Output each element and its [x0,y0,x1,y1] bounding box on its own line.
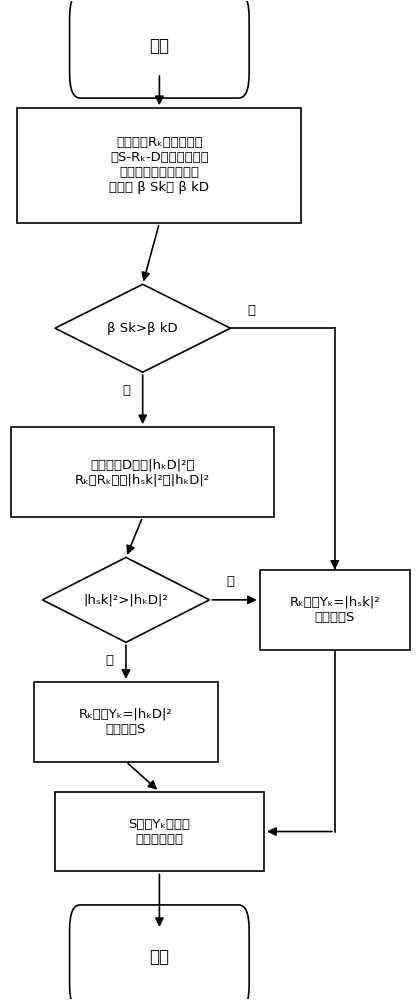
Bar [18,108,301,223]
Text: S选择Yₖ值最大
的为最佳中继: S选择Yₖ值最大 的为最佳中继 [128,818,190,846]
Text: 目的节点D反馈|hₖD|²给
Rₖ，Rₖ比较|hₛk|²和|hₖD|²: 目的节点D反馈|hₖD|²给 Rₖ，Rₖ比较|hₛk|²和|hₖD|² [75,458,210,486]
Text: 是: 是 [106,654,114,667]
Text: 开始: 开始 [150,37,169,55]
Bar [34,682,218,762]
Bar [11,427,274,517]
FancyBboxPatch shape [70,0,249,98]
Text: Rₖ反馈Yₖ=|hₛk|²
给源节点S: Rₖ反馈Yₖ=|hₛk|² 给源节点S [290,596,380,624]
Polygon shape [55,284,230,372]
Text: 否: 否 [226,575,234,588]
Bar [55,792,264,871]
Text: 每个中继Rₖ比较自己所
在S-Rₖ-D链路中第一跳
和第二跳的平均信道状
态信息 β Sk、 β kD: 每个中继Rₖ比较自己所 在S-Rₖ-D链路中第一跳 和第二跳的平均信道状 态信息… [109,136,210,194]
Text: 结束: 结束 [150,948,169,966]
Text: 是: 是 [122,384,130,397]
Text: 否: 否 [247,304,255,317]
Text: |hₛk|²>|hₖD|²: |hₛk|²>|hₖD|² [84,593,168,606]
FancyBboxPatch shape [70,905,249,1000]
Bar [260,570,410,650]
Polygon shape [42,557,210,642]
Text: Rₖ反馈Yₖ=|hₖD|²
给源节点S: Rₖ反馈Yₖ=|hₖD|² 给源节点S [79,708,173,736]
Text: β Sk>β kD: β Sk>β kD [107,322,178,335]
